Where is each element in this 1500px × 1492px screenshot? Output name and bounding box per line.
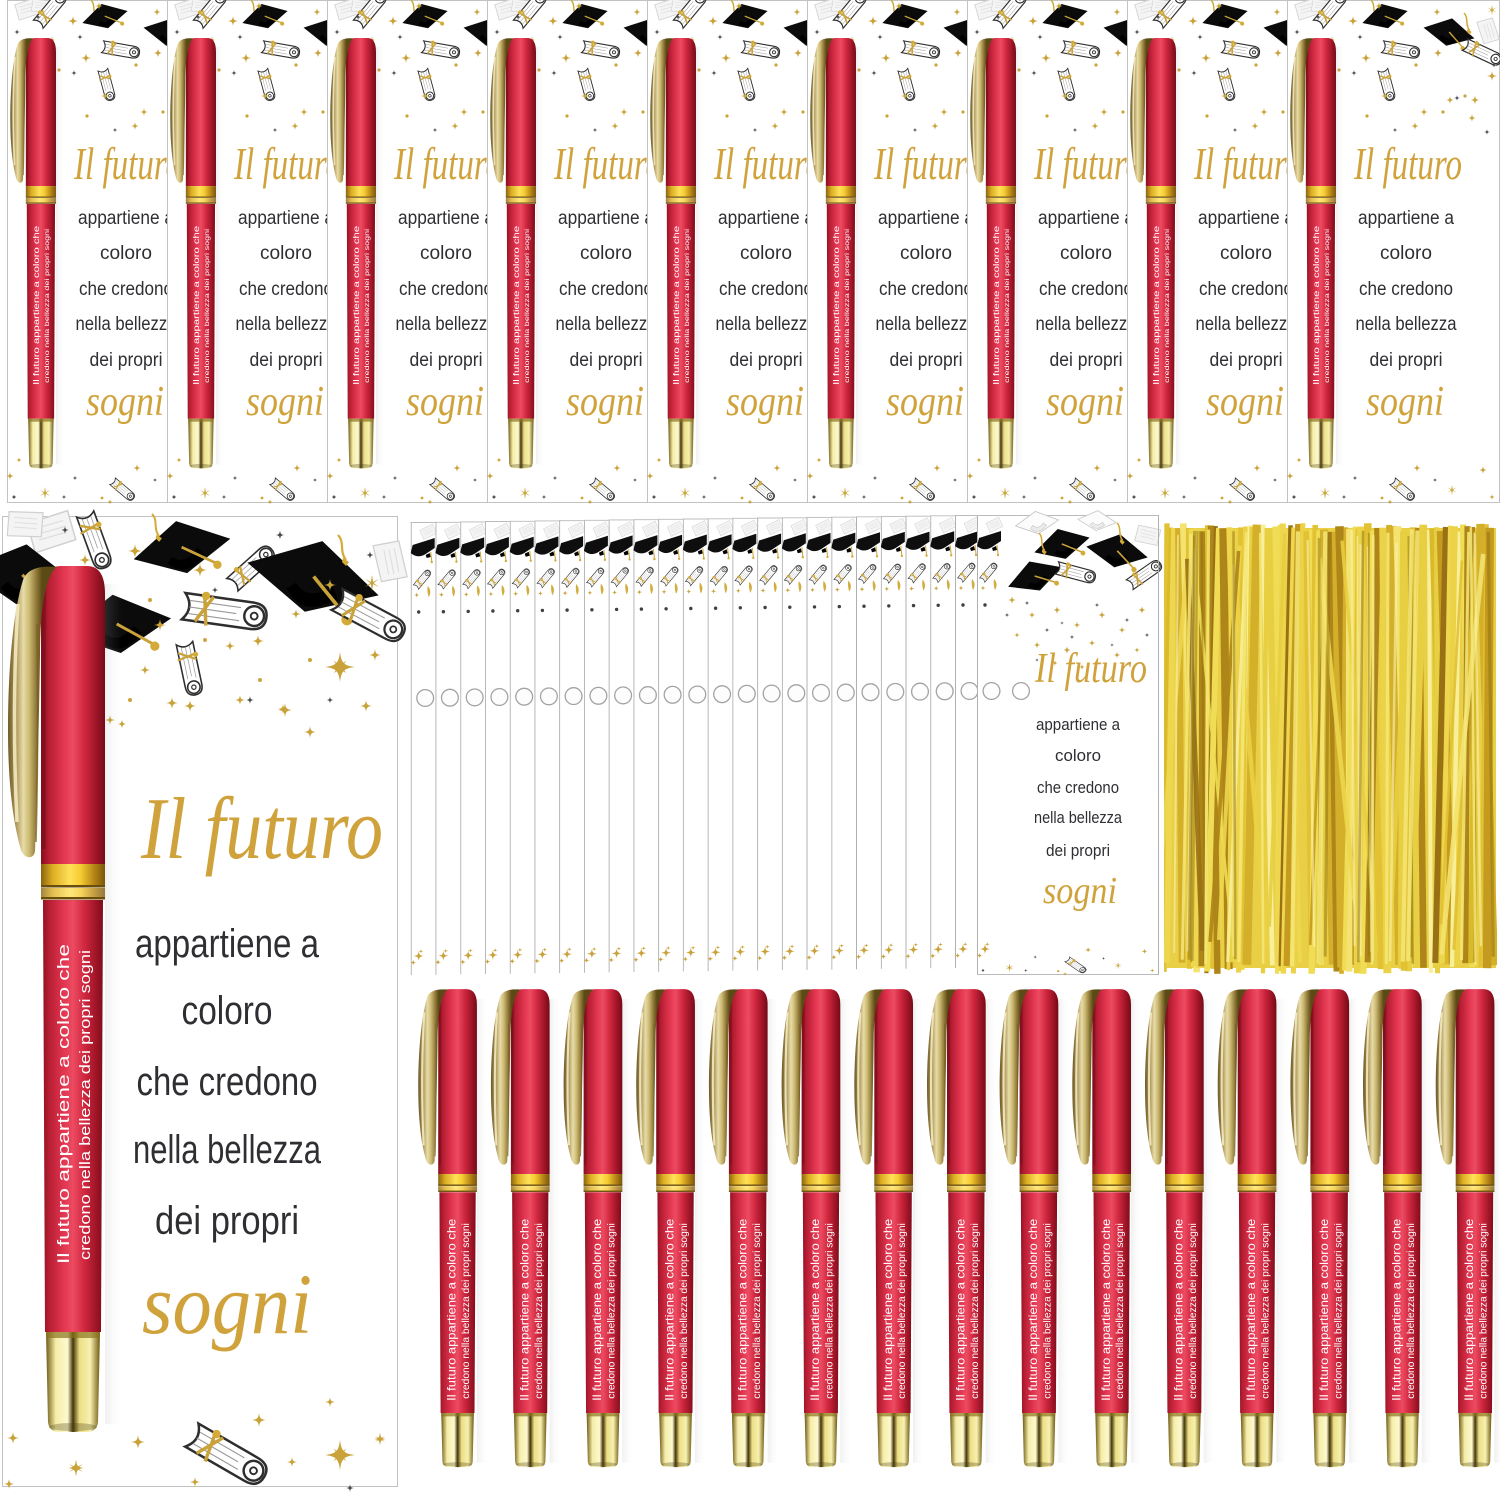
svg-text:nella bellezza: nella bellezza (133, 1128, 322, 1172)
svg-text:coloro: coloro (182, 989, 273, 1033)
svg-text:che credono: che credono (137, 1060, 318, 1104)
svg-text:dei propri: dei propri (155, 1199, 299, 1243)
svg-text:sogni: sogni (142, 1256, 312, 1352)
svg-text:appartiene a: appartiene a (135, 922, 320, 966)
svg-text:Il futuro: Il futuro (140, 781, 383, 878)
